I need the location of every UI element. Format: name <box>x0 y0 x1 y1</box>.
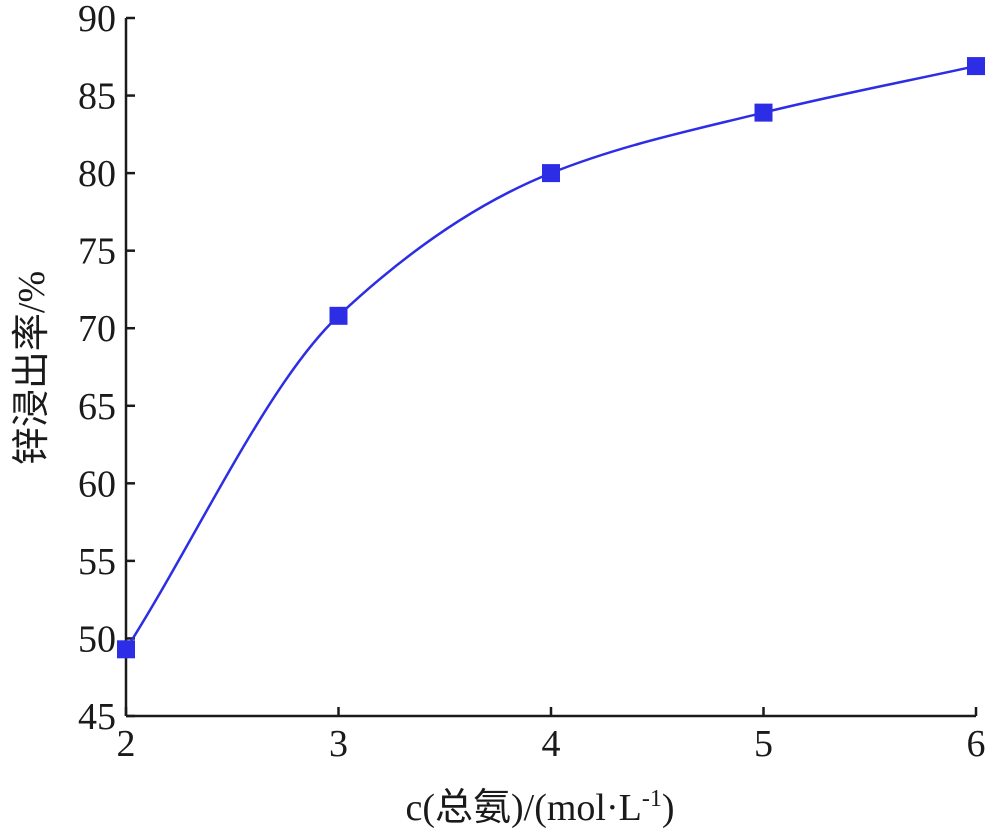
series-layer <box>117 57 985 659</box>
y-axis-title: 锌浸出率/% <box>11 271 53 465</box>
data-point-marker <box>542 164 560 183</box>
y-tick-label: 70 <box>78 308 116 350</box>
series-line <box>124 64 977 650</box>
data-point-marker <box>967 57 985 76</box>
data-point-marker <box>754 103 773 122</box>
y-tick-label: 90 <box>78 0 116 40</box>
x-tick-label: 5 <box>754 723 773 765</box>
x-axis-title-tail: ) <box>662 787 675 829</box>
x-axis-title-superscript: -1 <box>642 786 662 812</box>
y-tick-label: 80 <box>78 153 116 195</box>
y-tick-label: 85 <box>78 76 116 118</box>
x-tick-label: 6 <box>967 723 986 765</box>
x-axis-title: c(总氨)/(mol·L-1) <box>405 786 674 829</box>
data-point-marker <box>117 640 135 659</box>
y-tick-label: 50 <box>78 618 116 660</box>
x-tick-label: 3 <box>329 723 348 765</box>
y-tick-label: 55 <box>78 541 116 583</box>
x-axis-title-main: c(总氨)/(mol·L <box>405 787 641 829</box>
x-tick-label: 4 <box>542 723 561 765</box>
y-axis-ticks: 45 50 55 60 65 70 75 80 85 90 <box>78 0 135 738</box>
x-tick-label: 2 <box>117 723 136 765</box>
y-tick-label: 65 <box>78 386 116 428</box>
data-point-marker <box>329 306 348 325</box>
y-tick-label: 75 <box>78 231 116 273</box>
y-tick-label: 45 <box>78 696 116 738</box>
y-tick-label: 60 <box>78 463 116 505</box>
x-axis-ticks: 2 3 4 5 6 <box>117 707 986 765</box>
axes <box>124 18 976 718</box>
